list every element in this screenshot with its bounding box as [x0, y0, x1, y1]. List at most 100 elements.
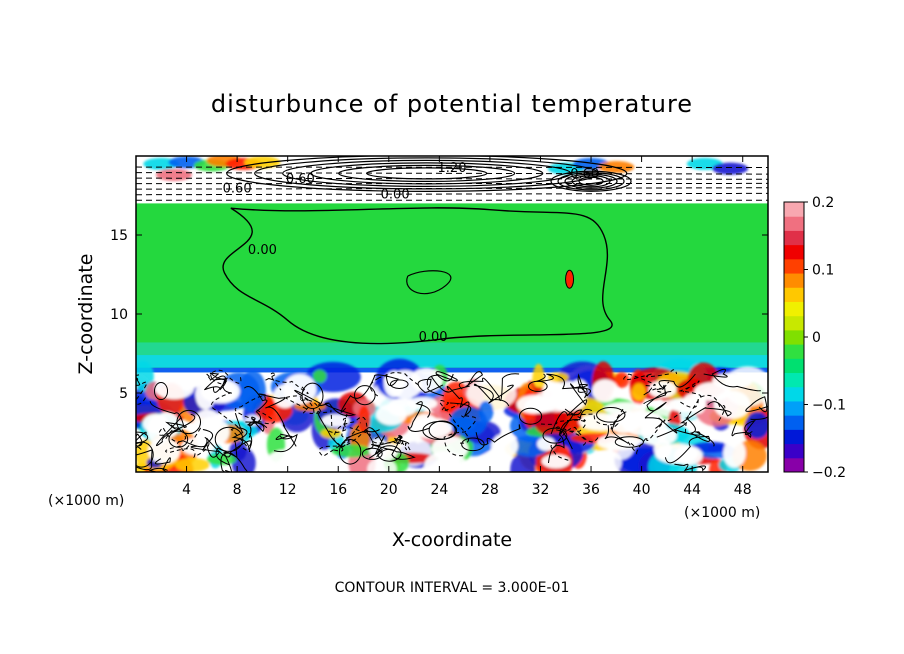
contour-line: [371, 435, 410, 452]
contour-line: [318, 427, 368, 457]
upper-blob: [712, 162, 749, 175]
contour-line: [431, 371, 484, 393]
contour-line: [210, 392, 251, 452]
contour-line: [206, 369, 242, 385]
colorbar-swatch: [784, 400, 804, 416]
field-layer: [136, 156, 768, 472]
contour-line: [136, 172, 768, 175]
contour-line: [439, 400, 470, 444]
contour-ellipse: [338, 164, 516, 182]
contour-label: 0.00: [381, 188, 410, 203]
contour-line: [136, 433, 143, 450]
contour-line: [340, 373, 399, 413]
x-tick-label: 12: [279, 482, 297, 498]
colorbar-swatch: [784, 230, 804, 246]
x-tick-label: 32: [532, 482, 550, 498]
colorbar-swatch: [784, 244, 804, 260]
x-axis-ticks: 4 8 12 16 20 24 28 32 36 40 44 48: [182, 156, 752, 498]
y-tick-label: 10: [110, 307, 128, 323]
contour-ellipse: [301, 382, 324, 410]
x-tick-label: 4: [182, 482, 191, 498]
x-tick-label: 20: [380, 482, 398, 498]
x-tick-label: 28: [481, 482, 499, 498]
y-tick-label: 5: [119, 386, 128, 402]
contour-line: [283, 395, 322, 414]
contour-line: [674, 463, 706, 472]
field-blob-white: [478, 451, 507, 472]
contour-ellipse: [428, 420, 456, 440]
contour-line: [245, 416, 265, 438]
contour-line: [324, 413, 362, 439]
contour-line: [560, 408, 583, 450]
field-blob-white: [409, 417, 453, 439]
contour-line: [234, 395, 275, 425]
contour-line: [243, 385, 268, 429]
contour-line: [656, 401, 732, 438]
colorbar-swatch: [784, 287, 804, 302]
x-unit-right: (×1000 m): [684, 505, 760, 521]
x-axis-label: X-coordinate: [392, 529, 512, 551]
field-blob: [206, 453, 237, 466]
y-tick-label: 15: [110, 228, 128, 244]
colorbar-swatch: [784, 443, 804, 459]
contour-line: [623, 369, 678, 386]
blue-band: [136, 367, 768, 373]
contour-ellipse: [564, 173, 618, 189]
contour-ellipse: [353, 385, 376, 406]
mid-layer-band: [136, 203, 768, 354]
contour-ellipse: [518, 407, 543, 425]
contour-line: [540, 419, 587, 446]
contour-label: 0.60: [570, 167, 599, 182]
contour-label: 0.00: [248, 243, 277, 258]
contour-line: [220, 451, 248, 472]
contour-line: [731, 419, 757, 438]
contour-line: [406, 270, 452, 295]
field-blob: [745, 411, 768, 439]
contour-line: [678, 380, 702, 408]
field-blob-white: [569, 379, 589, 403]
contour-line: [643, 381, 670, 396]
y-axis-ticks: 5 10 15: [110, 228, 768, 402]
field-blob-white: [199, 418, 230, 446]
colorbar-swatch: [784, 457, 804, 473]
field-blob-white: [375, 404, 407, 426]
contour-ellipse: [542, 427, 568, 444]
contour-ellipse: [578, 176, 604, 186]
field-blob: [631, 383, 646, 401]
colorbar-tick-label: −0.2: [812, 465, 846, 481]
colorbar-swatch: [784, 273, 804, 288]
contour-line: [703, 368, 761, 392]
contour-label: 0.00: [419, 330, 448, 345]
contour-layer: [136, 156, 768, 472]
field-blob-white: [265, 449, 308, 472]
field-blob: [510, 452, 536, 472]
contour-line: [745, 396, 768, 420]
upper-blob: [244, 156, 281, 169]
contour-line: [149, 401, 187, 430]
x-tick-label: 36: [582, 482, 600, 498]
field-blob: [239, 370, 266, 412]
field-blob-white: [596, 434, 641, 451]
contour-ellipse: [596, 407, 626, 423]
plot-area: [136, 156, 768, 472]
contour-ellipse: [361, 447, 383, 460]
contour-line: [317, 411, 380, 449]
contour-line: [190, 429, 221, 458]
field-blob-white: [154, 376, 195, 400]
contour-ellipse: [282, 159, 572, 187]
x-tick-label: 24: [430, 482, 448, 498]
colorbar-swatch: [784, 258, 804, 274]
contour-label: 0.60: [286, 172, 315, 187]
colorbar-swatch: [784, 386, 804, 402]
x-tick-label: 16: [329, 482, 347, 498]
colorbar-tick-label: 0.2: [812, 195, 834, 211]
colorbar-swatch: [784, 301, 804, 317]
colorbar-ticks: 0.2 0.1 0 −0.1 −0.2: [804, 195, 846, 481]
colorbar-swatch: [784, 202, 804, 217]
field-blob: [449, 406, 488, 437]
contour-interval-note: CONTOUR INTERVAL = 3.000E-01: [335, 580, 570, 596]
upper-blob: [155, 168, 192, 181]
chart-title: disturbunce of potential temperature: [211, 90, 693, 118]
contour-ellipse: [214, 426, 244, 452]
contour-label-group: 0.00 0.00 0.00 0.60 0.60 1.20 0.60: [223, 161, 600, 345]
